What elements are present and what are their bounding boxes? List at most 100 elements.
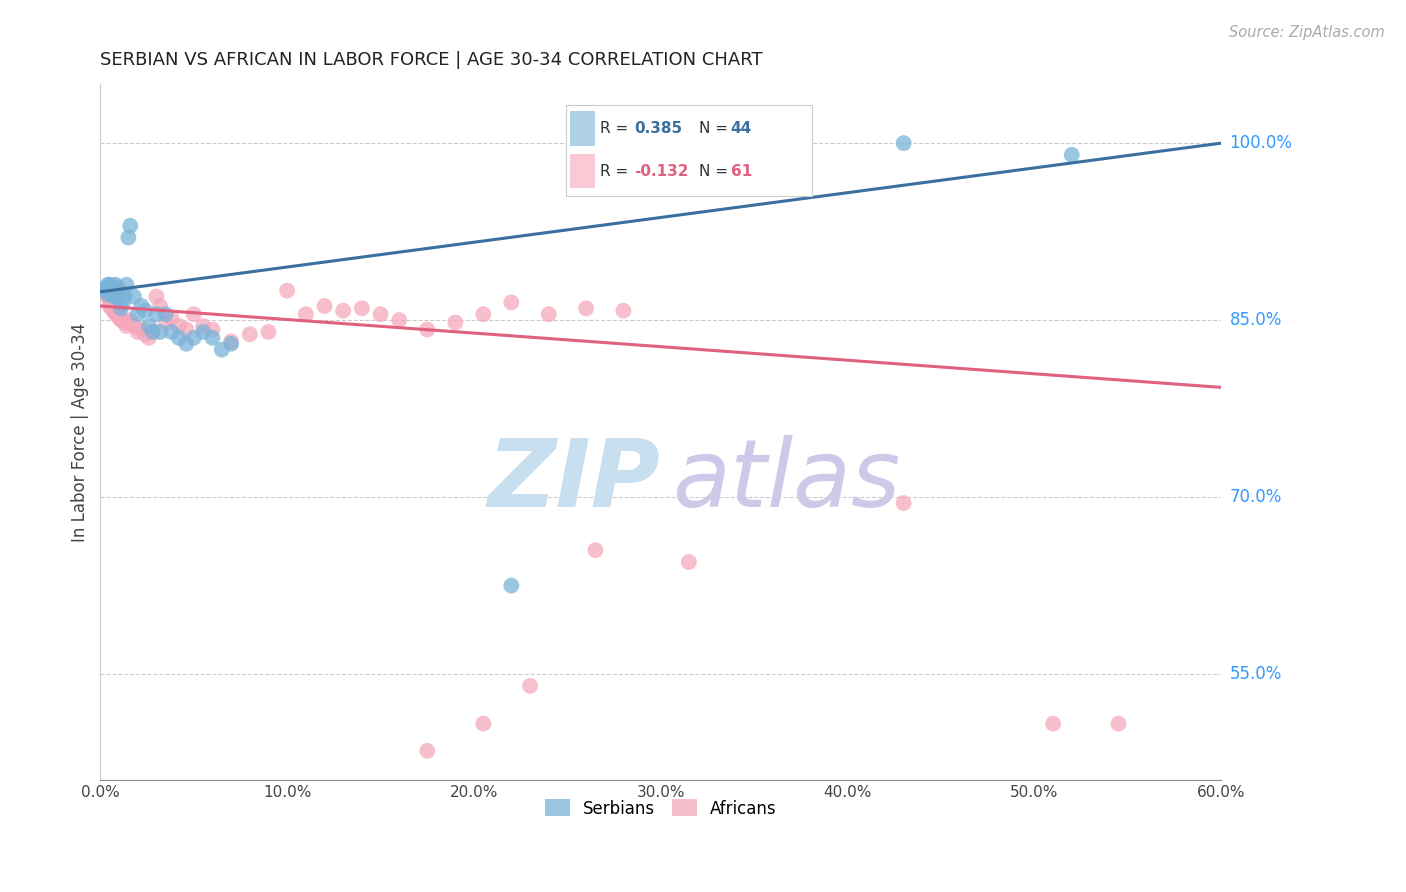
Point (501, 579, 523, 593)
Point (149, 325, 172, 339)
Point (93, 284, 115, 298)
Point (142, 325, 165, 339)
Point (332, 303, 354, 318)
Point (131, 299, 153, 313)
Point (105, 309, 128, 323)
Text: SERBIAN VS AFRICAN IN LABOR FORCE | AGE 30-34 CORRELATION CHART: SERBIAN VS AFRICAN IN LABOR FORCE | AGE … (100, 51, 763, 69)
Point (201, 322, 224, 336)
Legend: Serbians, Africans: Serbians, Africans (538, 793, 783, 824)
Point (93, 282, 115, 296)
Point (120, 313, 142, 327)
Point (108, 310, 131, 325)
Point (127, 307, 149, 321)
Point (160, 310, 183, 325)
Point (110, 301, 132, 316)
Point (108, 306, 131, 320)
Point (472, 307, 495, 321)
Point (183, 331, 205, 345)
Point (167, 318, 190, 333)
Point (350, 301, 373, 316)
Point (519, 679, 541, 693)
Point (160, 325, 183, 339)
Point (472, 716, 495, 731)
Point (370, 307, 392, 321)
Point (295, 307, 318, 321)
Point (762, 136, 785, 150)
Point (104, 277, 127, 292)
Text: 55.0%: 55.0% (1230, 665, 1282, 683)
Point (104, 285, 127, 299)
Point (893, 496, 915, 510)
Point (103, 303, 125, 318)
Point (1042, 716, 1064, 731)
Point (115, 277, 138, 292)
Point (583, 543, 606, 558)
Point (145, 307, 167, 321)
Point (94, 287, 117, 301)
Point (115, 318, 138, 333)
Point (134, 303, 156, 318)
Point (103, 289, 125, 303)
Point (97, 287, 120, 301)
Point (97, 277, 120, 292)
Point (98, 292, 121, 306)
Point (100, 279, 122, 293)
Text: 85.0%: 85.0% (1230, 311, 1282, 329)
Point (98, 299, 121, 313)
Point (1060, 148, 1083, 162)
Point (138, 331, 160, 345)
Point (388, 313, 411, 327)
Point (138, 318, 160, 333)
Point (114, 289, 136, 303)
Point (191, 325, 214, 339)
Y-axis label: In Labor Force | Age 30-34: In Labor Force | Age 30-34 (72, 323, 89, 541)
Point (104, 301, 127, 316)
Point (183, 307, 205, 321)
Point (219, 336, 242, 351)
Point (416, 322, 439, 336)
Point (201, 331, 224, 345)
Point (114, 316, 136, 330)
Point (416, 744, 439, 758)
Point (219, 334, 242, 349)
Point (211, 343, 233, 357)
Point (678, 555, 700, 569)
Point (131, 322, 153, 336)
Point (142, 325, 165, 339)
Text: 70.0%: 70.0% (1230, 488, 1282, 506)
Point (103, 280, 125, 294)
Point (110, 313, 132, 327)
Point (893, 136, 915, 150)
Point (117, 230, 139, 244)
Point (444, 316, 467, 330)
Point (122, 318, 145, 333)
Point (134, 327, 156, 342)
Point (167, 331, 190, 345)
Point (100, 285, 122, 300)
Point (103, 299, 125, 313)
Point (612, 303, 634, 318)
Point (100, 301, 122, 316)
Point (239, 327, 262, 342)
Point (145, 289, 167, 303)
Point (100, 295, 122, 310)
Point (108, 284, 131, 298)
Point (1108, 716, 1130, 731)
Point (117, 316, 139, 330)
Point (575, 301, 598, 316)
Point (98, 277, 121, 292)
Point (97, 289, 120, 303)
Point (257, 325, 280, 339)
Text: ZIP: ZIP (488, 435, 661, 527)
Point (174, 336, 197, 351)
Point (191, 318, 214, 333)
Point (94, 281, 117, 295)
Point (155, 316, 177, 330)
Point (120, 219, 142, 233)
Text: Source: ZipAtlas.com: Source: ZipAtlas.com (1229, 25, 1385, 40)
Point (501, 295, 523, 310)
Point (155, 307, 177, 321)
Point (314, 299, 336, 313)
Point (98, 282, 121, 296)
Point (98, 284, 121, 298)
